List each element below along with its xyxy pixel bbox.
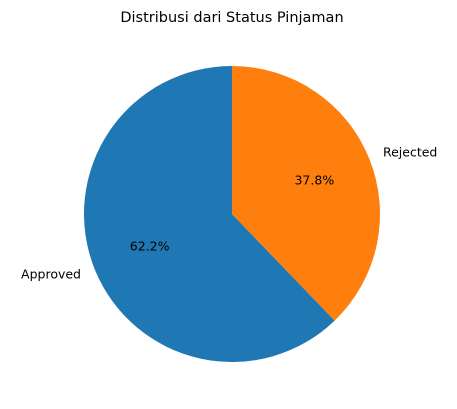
slice-label-approved: Approved <box>21 266 81 281</box>
pie-slices <box>84 66 381 362</box>
chart-title: Distribusi dari Status Pinjaman <box>120 10 343 26</box>
percent-label-rejected: 37.8% <box>294 172 334 187</box>
pie-labels: Approved 62.2% Rejected 37.8% <box>21 145 437 282</box>
slice-label-rejected: Rejected <box>383 145 437 160</box>
pie-slice-approved <box>84 66 335 362</box>
pie-slice-rejected <box>232 66 381 321</box>
percent-label-approved: 62.2% <box>130 239 170 254</box>
